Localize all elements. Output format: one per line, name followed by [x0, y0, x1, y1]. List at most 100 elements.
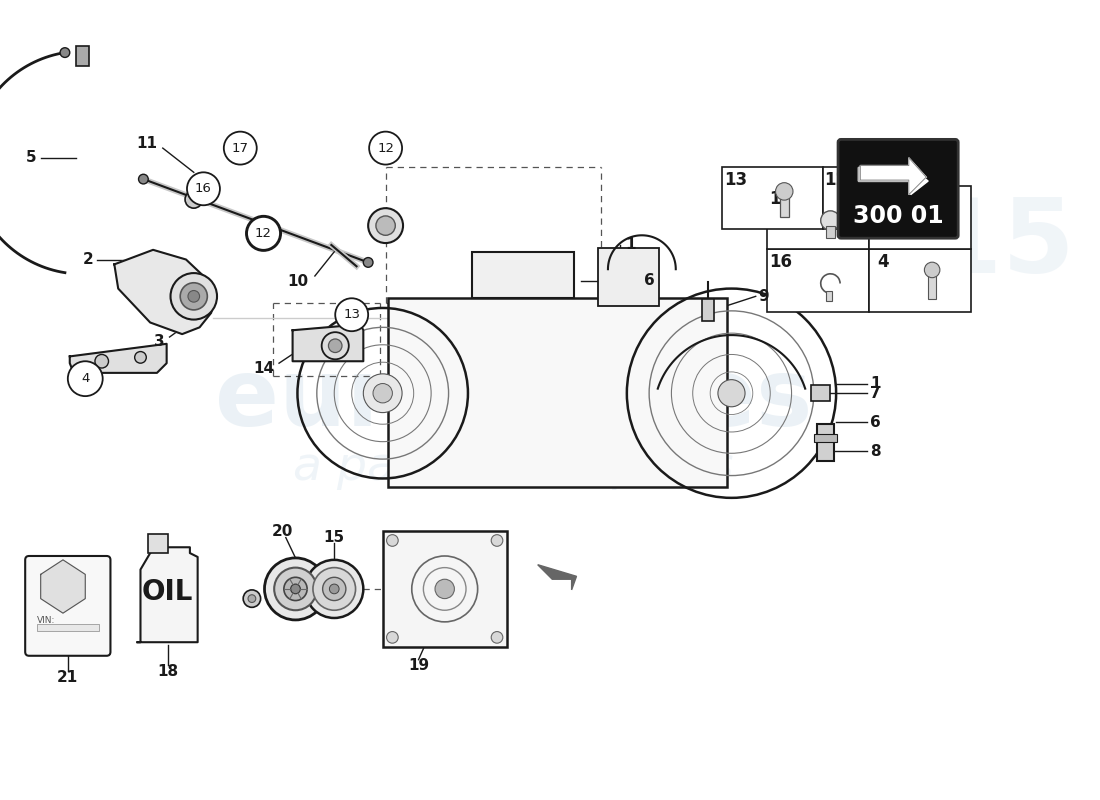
Text: 8: 8 — [870, 444, 881, 459]
Polygon shape — [138, 547, 198, 642]
Text: 6: 6 — [870, 414, 881, 430]
Bar — [383, 530, 507, 647]
Text: 6: 6 — [645, 274, 654, 288]
Text: eurospares: eurospares — [214, 354, 812, 446]
Bar — [387, 298, 727, 487]
Text: 13: 13 — [343, 308, 360, 322]
Text: 17: 17 — [769, 190, 792, 209]
Circle shape — [187, 172, 220, 206]
Bar — [722, 166, 823, 230]
Bar — [869, 186, 971, 249]
Circle shape — [248, 217, 280, 250]
Text: 17: 17 — [232, 142, 249, 154]
Bar — [816, 424, 834, 461]
Circle shape — [373, 383, 393, 403]
Polygon shape — [858, 167, 911, 181]
Text: 1: 1 — [870, 376, 880, 391]
Text: 13: 13 — [724, 171, 747, 189]
Text: 18: 18 — [157, 664, 178, 678]
Polygon shape — [41, 560, 86, 613]
Circle shape — [274, 568, 317, 610]
Bar — [148, 534, 167, 553]
Text: OIL: OIL — [142, 578, 194, 606]
Bar — [780, 195, 789, 217]
Text: 4: 4 — [877, 254, 889, 271]
Circle shape — [180, 282, 207, 310]
Bar — [814, 434, 837, 442]
Circle shape — [821, 211, 840, 230]
Bar — [703, 299, 714, 321]
Text: VIN:: VIN: — [36, 616, 55, 626]
Circle shape — [492, 534, 503, 546]
FancyBboxPatch shape — [25, 556, 110, 656]
Text: 300 01: 300 01 — [852, 204, 944, 228]
Text: 11: 11 — [136, 136, 157, 150]
Polygon shape — [860, 158, 926, 194]
Bar — [36, 624, 99, 630]
Bar — [928, 213, 936, 236]
Circle shape — [363, 258, 373, 267]
Circle shape — [284, 578, 307, 601]
Circle shape — [170, 273, 217, 319]
Text: 12: 12 — [377, 142, 394, 154]
Bar — [826, 291, 833, 301]
Text: 5: 5 — [26, 150, 36, 166]
Circle shape — [264, 558, 327, 620]
Circle shape — [134, 351, 146, 363]
Circle shape — [336, 298, 368, 331]
Circle shape — [776, 182, 793, 200]
Text: a passion for parts: a passion for parts — [294, 446, 734, 490]
Circle shape — [376, 216, 395, 235]
Circle shape — [363, 374, 403, 413]
Text: 16: 16 — [195, 182, 212, 195]
Polygon shape — [293, 325, 363, 362]
Circle shape — [185, 190, 202, 208]
Circle shape — [492, 631, 503, 643]
Text: 16: 16 — [769, 254, 792, 271]
Bar — [826, 226, 835, 238]
Circle shape — [139, 174, 148, 184]
Bar — [823, 166, 923, 230]
Circle shape — [60, 48, 69, 58]
Circle shape — [305, 560, 363, 618]
Bar — [869, 249, 971, 312]
Circle shape — [68, 362, 102, 396]
Text: 9: 9 — [759, 289, 769, 304]
Text: 3: 3 — [154, 334, 165, 350]
Bar — [768, 249, 869, 312]
Circle shape — [312, 568, 355, 610]
Bar — [893, 199, 901, 207]
Bar — [76, 46, 89, 66]
Bar — [472, 252, 574, 298]
Circle shape — [924, 262, 939, 278]
Text: 14: 14 — [253, 361, 274, 375]
Circle shape — [95, 354, 109, 368]
Circle shape — [329, 339, 342, 353]
Circle shape — [223, 132, 256, 165]
Bar — [811, 386, 830, 401]
Text: 4: 4 — [81, 372, 89, 385]
Text: 8: 8 — [877, 190, 889, 209]
Text: 10: 10 — [287, 274, 308, 290]
Bar — [928, 272, 936, 299]
Text: 19: 19 — [408, 658, 429, 673]
Text: 2015: 2015 — [785, 194, 1075, 295]
Text: 12: 12 — [255, 227, 272, 240]
Text: 21: 21 — [57, 670, 78, 685]
Circle shape — [368, 208, 403, 243]
Circle shape — [434, 579, 454, 598]
Circle shape — [254, 224, 273, 243]
Text: 7: 7 — [870, 386, 881, 401]
Text: 20: 20 — [272, 524, 294, 539]
Circle shape — [321, 332, 349, 359]
Text: 2: 2 — [84, 252, 94, 267]
Circle shape — [246, 216, 280, 250]
Circle shape — [386, 534, 398, 546]
Circle shape — [386, 631, 398, 643]
Circle shape — [329, 584, 339, 594]
Bar — [28, 558, 109, 654]
Text: 1: 1 — [625, 238, 636, 253]
Text: 12: 12 — [825, 171, 848, 189]
Circle shape — [370, 132, 403, 165]
Bar — [597, 248, 659, 306]
